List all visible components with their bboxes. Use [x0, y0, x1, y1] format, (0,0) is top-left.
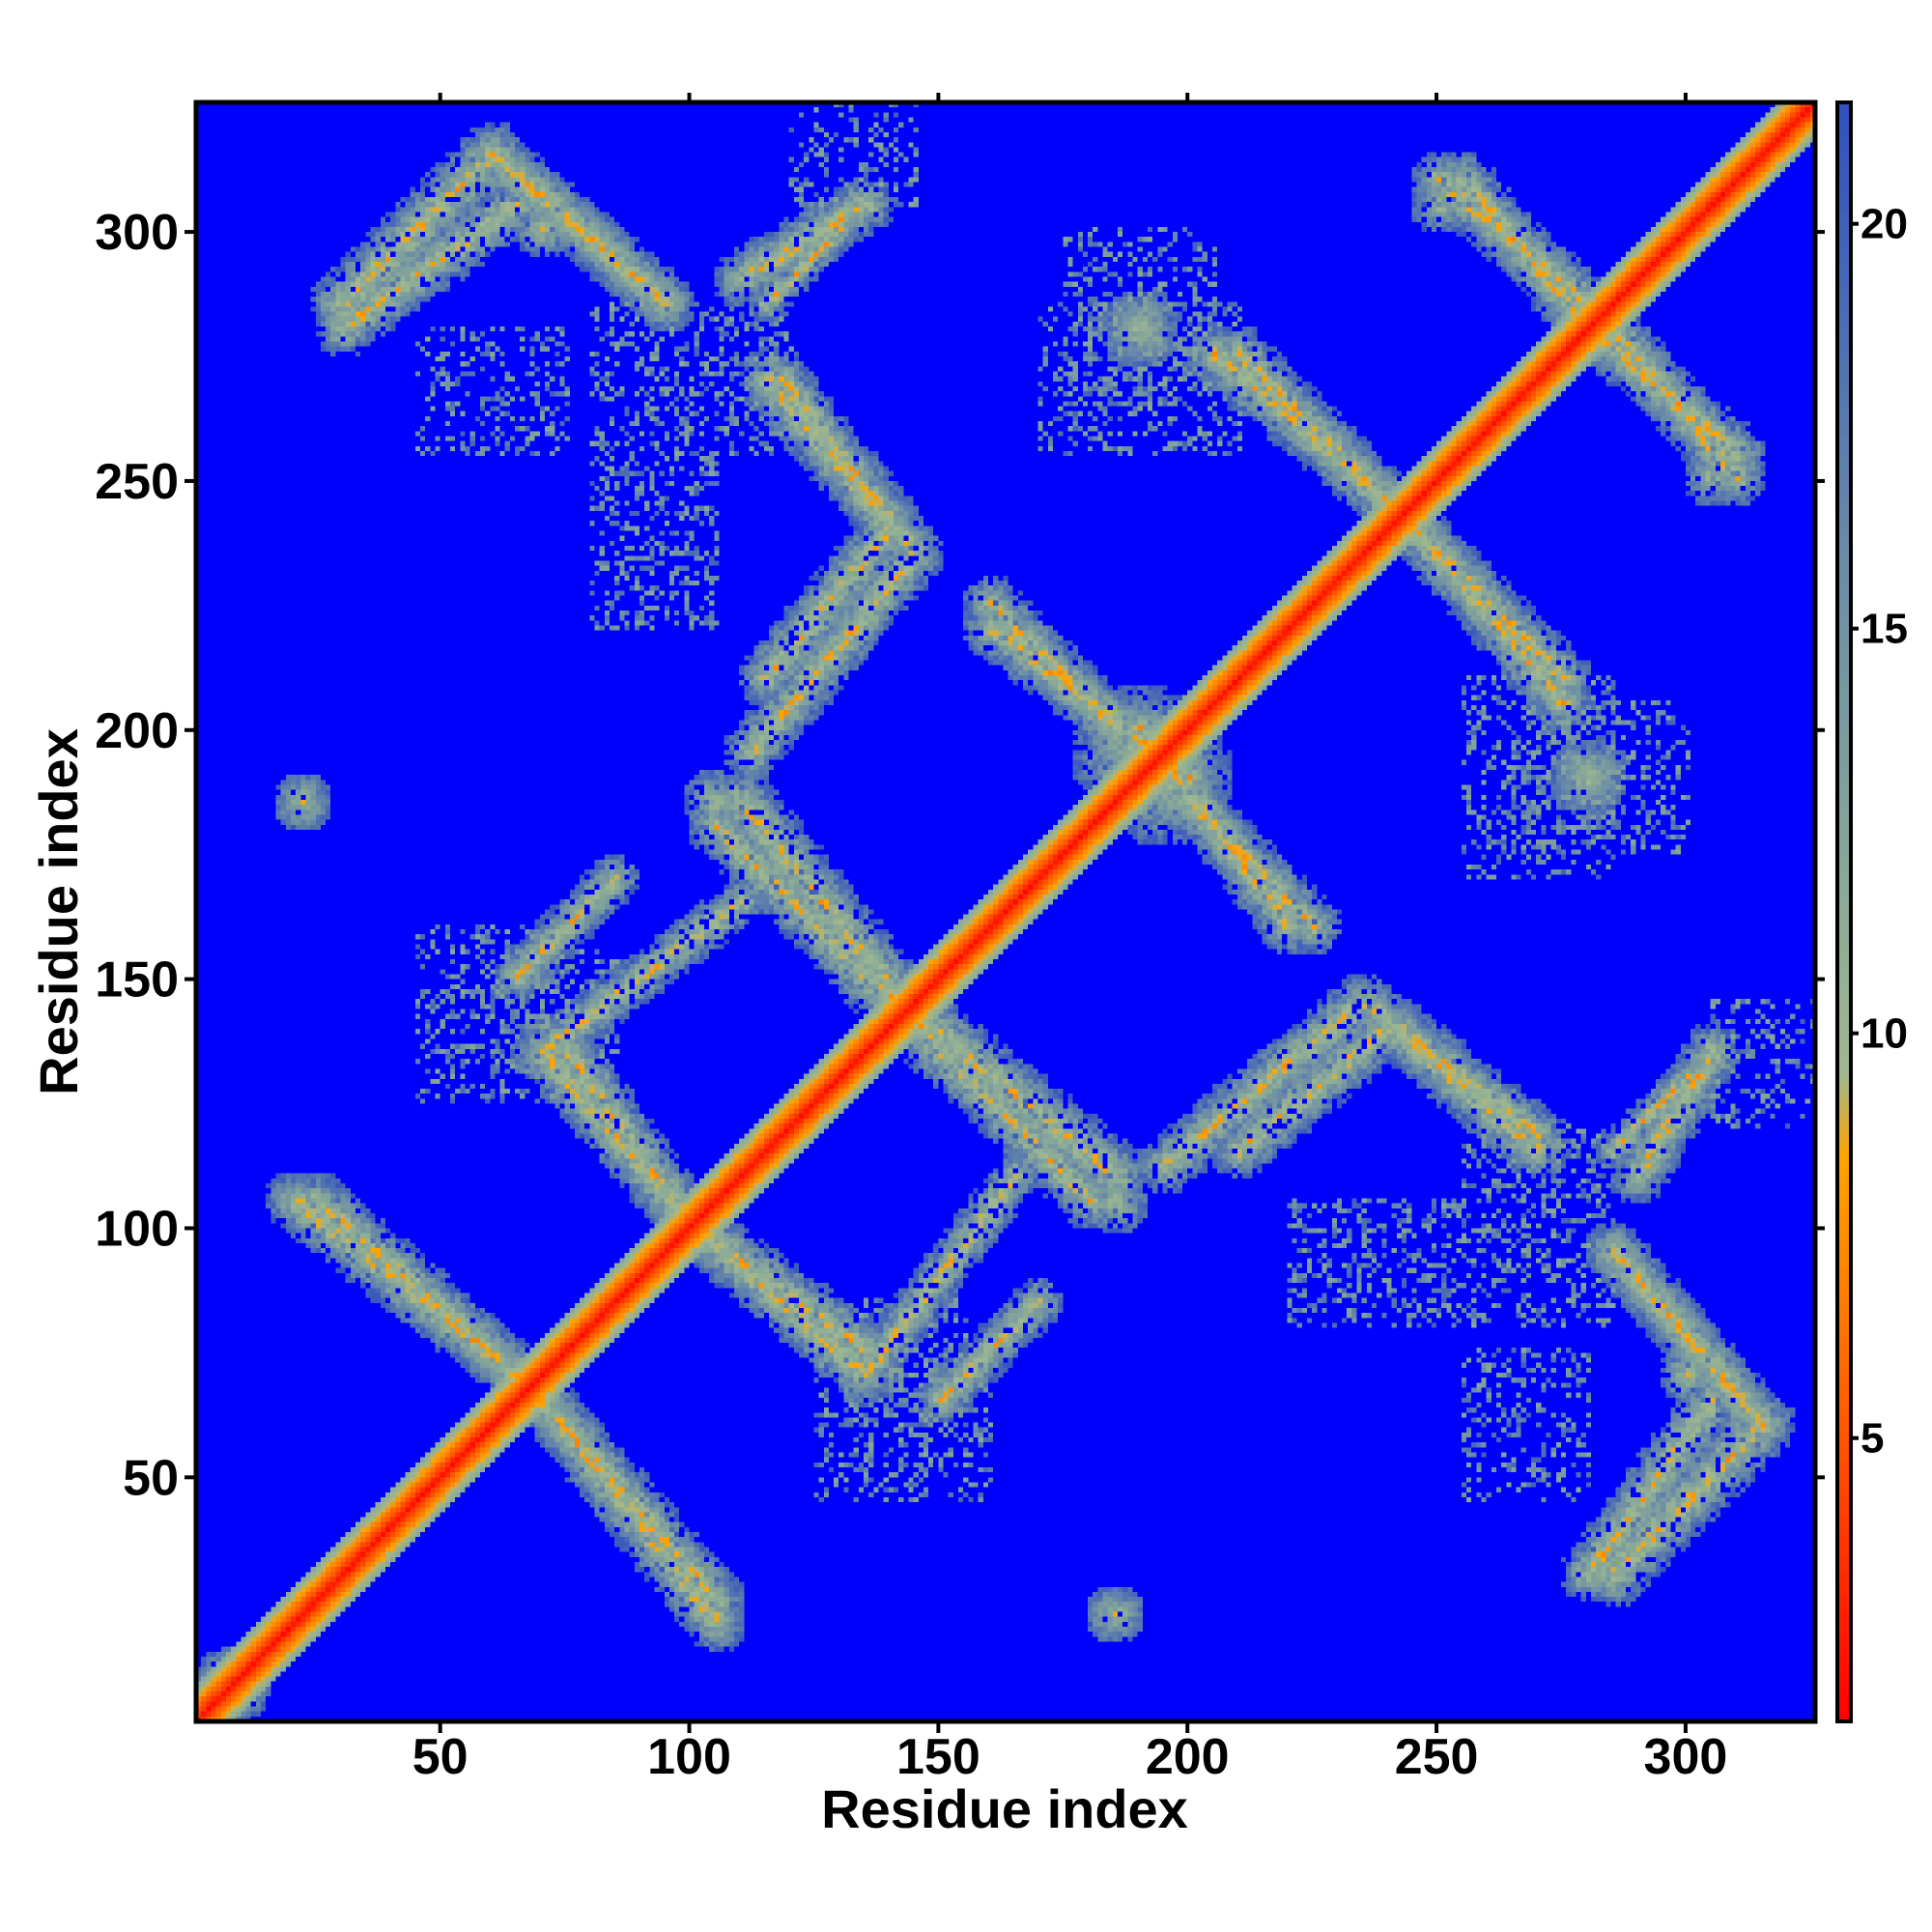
y-axis: 50 100 150 200 250 300: [95, 205, 1825, 1506]
plot-frame: [193, 99, 1818, 1724]
colorbar-tick-label: 10: [1861, 1010, 1908, 1058]
x-axis: 50 100 150 200 250 300: [412, 93, 1728, 1785]
y-tick-label: 300: [95, 205, 179, 261]
colorbar-border: [1835, 100, 1853, 1723]
colorbar-canvas: [1837, 102, 1851, 1721]
y-tick-label: 250: [95, 454, 179, 510]
y-axis-title: Residue index: [28, 728, 89, 1095]
x-tick-label: 200: [1146, 1729, 1230, 1785]
y-tick-label: 200: [95, 703, 179, 759]
y-tick-label: 150: [95, 952, 179, 1009]
colorbar: 5 10 15 20: [1835, 100, 1908, 1723]
plot-border: [193, 99, 1818, 1724]
colorbar-tick-label: 5: [1861, 1415, 1884, 1463]
colorbar-tick-label: 15: [1861, 606, 1908, 653]
x-tick-label: 50: [412, 1729, 469, 1785]
heatmap-canvas: [196, 102, 1815, 1721]
colorbar-tick-label: 20: [1861, 201, 1908, 248]
y-tick-label: 50: [123, 1450, 179, 1506]
x-axis-title: Residue index: [821, 1778, 1188, 1839]
x-tick-label: 100: [647, 1729, 731, 1785]
x-tick-label: 150: [896, 1729, 980, 1785]
x-tick-label: 300: [1644, 1729, 1728, 1785]
y-tick-label: 100: [95, 1201, 179, 1257]
x-tick-label: 250: [1395, 1729, 1479, 1785]
